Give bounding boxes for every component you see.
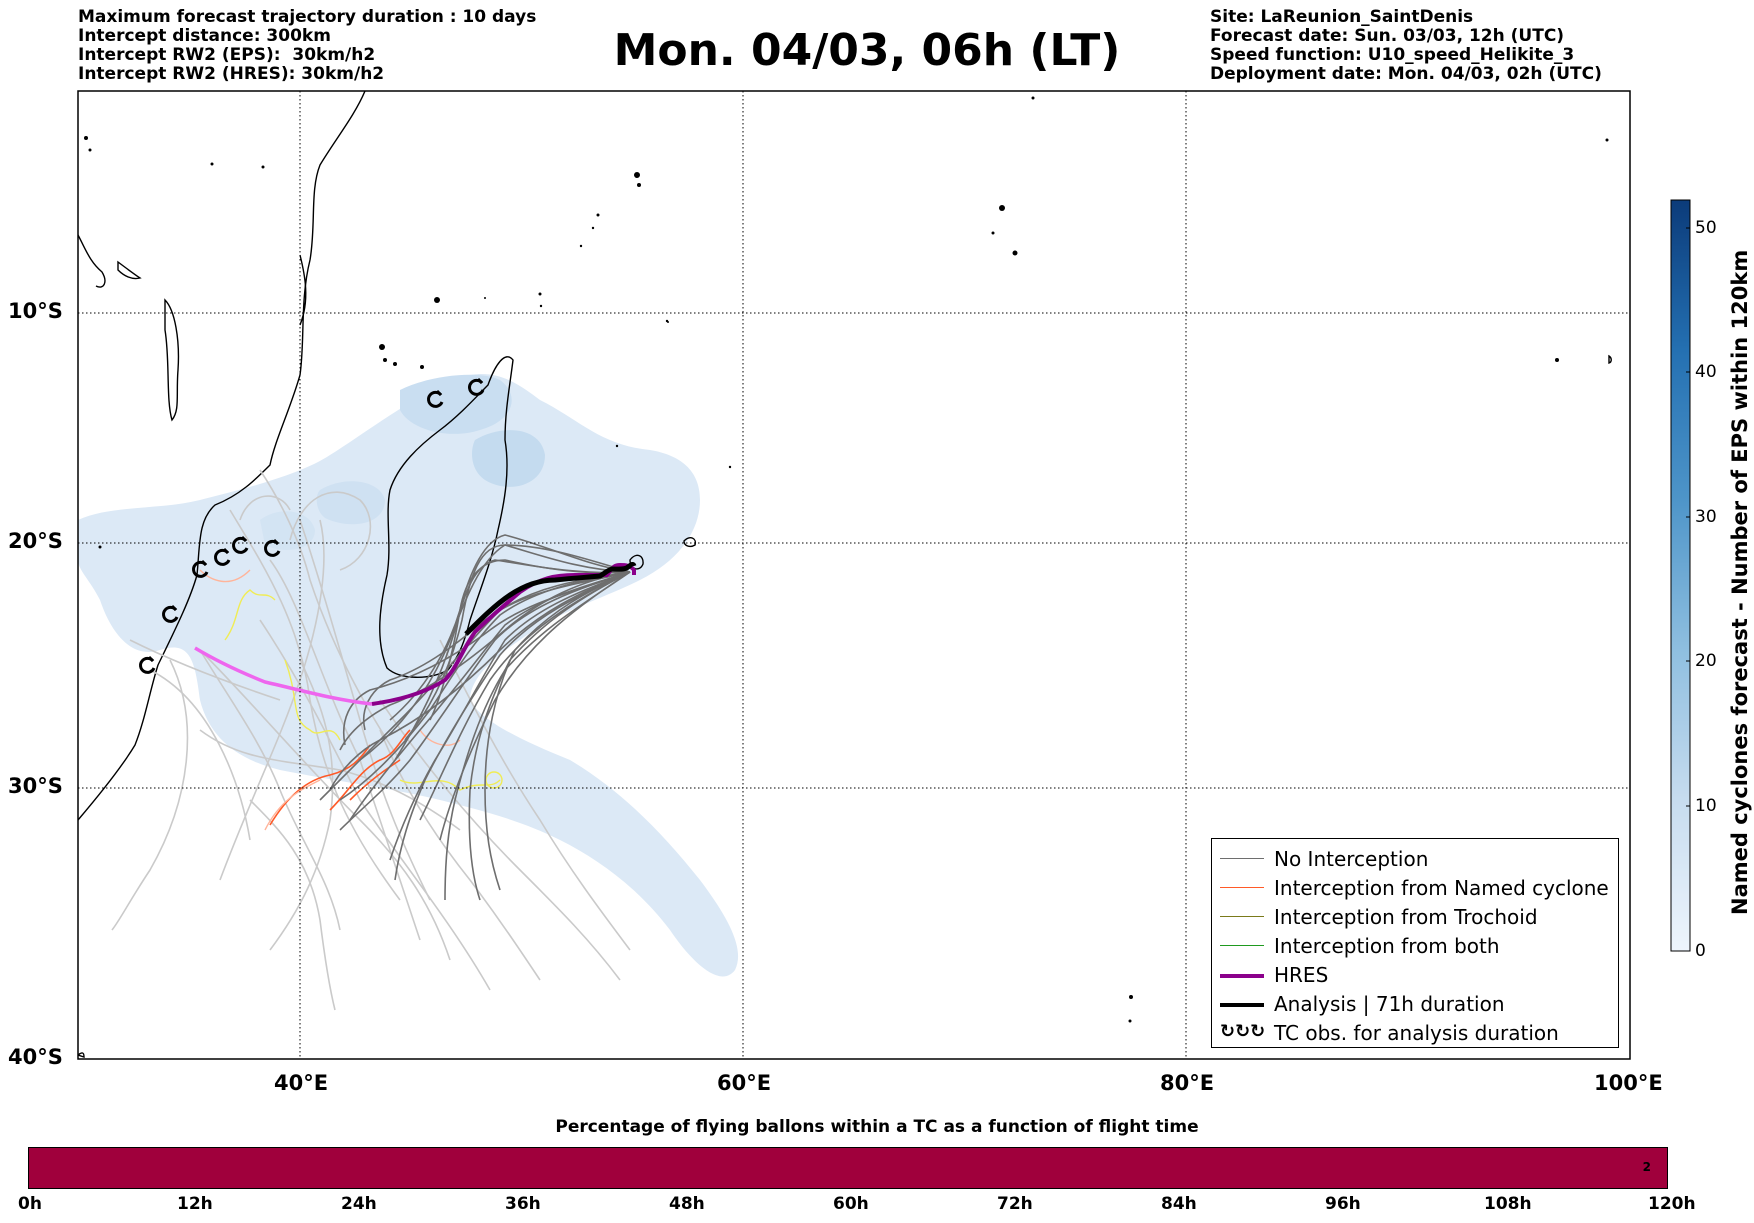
colorbar-tick: 0: [1695, 941, 1706, 961]
tc-obs-icon: [192, 559, 209, 578]
tc-obs-icon: [162, 604, 179, 623]
time-tick: 0h: [18, 1194, 42, 1214]
time-tick: 36h: [505, 1194, 541, 1214]
time-tick: 48h: [669, 1194, 705, 1214]
legend-label: Interception from Trochoid: [1274, 905, 1538, 929]
header-line: Site: LaReunion_SaintDenis: [1210, 7, 1474, 27]
tc-obs-icon: [232, 535, 249, 554]
tc-obs-icon: [468, 377, 485, 396]
lon-tick-60e: 60°E: [717, 1071, 772, 1095]
lat-tick-30s: 30°S: [8, 774, 63, 798]
legend-swatch: [1220, 887, 1264, 888]
lon-tick-100e: 100°E: [1594, 1071, 1663, 1095]
legend-swatch: [1220, 945, 1264, 946]
tc-obs-icon: ↻↻↻: [1220, 1021, 1266, 1042]
small-islands: [84, 96, 1609, 1023]
time-tick: 84h: [1161, 1194, 1197, 1214]
legend-item: Interception from Named cyclone: [1212, 874, 1618, 903]
time-tick: 60h: [833, 1194, 869, 1214]
time-tick: 96h: [1325, 1194, 1361, 1214]
tc-obs-icon: [264, 538, 281, 557]
tc-obs-icon: [214, 547, 231, 566]
hres-track-light: [194, 646, 373, 706]
colorbar-ticks: [1686, 227, 1690, 952]
legend-label: HRES: [1274, 963, 1329, 987]
legend-label: Interception from Named cyclone: [1274, 876, 1609, 900]
bar-end-value: 2: [1642, 1160, 1651, 1174]
colorbar: [1670, 199, 1691, 952]
time-tick: 108h: [1484, 1194, 1532, 1214]
header-line: Intercept RW2 (EPS): 30km/h2: [78, 45, 376, 65]
header-left-info: Maximum forecast trajectory duration : 1…: [78, 8, 536, 84]
colorbar-tick: 30: [1695, 507, 1717, 527]
lat-tick-10s: 10°S: [8, 299, 63, 323]
legend-swatch: [1220, 858, 1264, 859]
gridlines: [78, 91, 1630, 1059]
lon-tick-80e: 80°E: [1160, 1071, 1215, 1095]
header-line: Speed function: U10_speed_Helikite_3: [1210, 45, 1575, 65]
colorbar-tick: 40: [1695, 362, 1717, 382]
colorbar-tick: 50: [1695, 218, 1717, 238]
legend-item: ↻↻↻ TC obs. for analysis duration: [1212, 1019, 1618, 1048]
lat-tick-20s: 20°S: [8, 529, 63, 553]
tc-observation-symbols: [139, 377, 485, 674]
legend-item: HRES: [1212, 961, 1618, 990]
tc-obs-icon: [427, 389, 444, 408]
tc-obs-icon: [139, 655, 156, 674]
bottom-bar-title: Percentage of flying ballons within a TC…: [555, 1117, 1199, 1137]
eps-no-interception-trajectories: [319, 534, 631, 901]
header-line: Deployment date: Mon. 04/03, 02h (UTC): [1210, 64, 1602, 84]
legend-item: Analysis | 71h duration: [1212, 990, 1618, 1019]
map-frame: [77, 90, 1631, 1060]
header-right-info: Site: LaReunion_SaintDenis Forecast date:…: [1210, 8, 1602, 84]
time-tick: 72h: [997, 1194, 1033, 1214]
legend-swatch: [1220, 1003, 1264, 1007]
flight-time-bar: 2: [28, 1147, 1668, 1189]
page-title: Mon. 04/03, 06h (LT): [613, 25, 1121, 76]
legend-label: TC obs. for analysis duration: [1274, 1021, 1559, 1045]
colorbar-tick: 20: [1695, 651, 1717, 671]
cyclone-density-shading: [78, 374, 739, 977]
analysis-track: [464, 562, 637, 636]
lat-tick-40s: 40°S: [8, 1045, 63, 1069]
legend-label: No Interception: [1274, 847, 1429, 871]
legend-label: Interception from both: [1274, 934, 1500, 958]
legend-label: Analysis | 71h duration: [1274, 992, 1505, 1016]
lon-tick-40e: 40°E: [274, 1071, 329, 1095]
legend-swatch: [1220, 916, 1264, 917]
legend: No Interception Interception from Named c…: [1211, 838, 1619, 1048]
colorbar-tick: 10: [1695, 796, 1717, 816]
time-tick: 120h: [1648, 1194, 1696, 1214]
header-line: Intercept RW2 (HRES): 30km/h2: [78, 64, 385, 84]
time-tick: 24h: [341, 1194, 377, 1214]
header-line: Forecast date: Sun. 03/03, 12h (UTC): [1210, 26, 1565, 46]
legend-item: Interception from both: [1212, 932, 1618, 961]
time-tick: 12h: [177, 1194, 213, 1214]
named-cyclone-interceptions: [269, 729, 411, 826]
legend-item: No Interception: [1212, 845, 1618, 874]
colorbar-label: Named cyclones forecast - Number of EPS …: [1728, 249, 1752, 915]
header-line: Maximum forecast trajectory duration : 1…: [78, 7, 537, 27]
header-line: Intercept distance: 300km: [78, 26, 331, 46]
legend-swatch: [1220, 974, 1264, 978]
legend-item: Interception from Trochoid: [1212, 903, 1618, 932]
